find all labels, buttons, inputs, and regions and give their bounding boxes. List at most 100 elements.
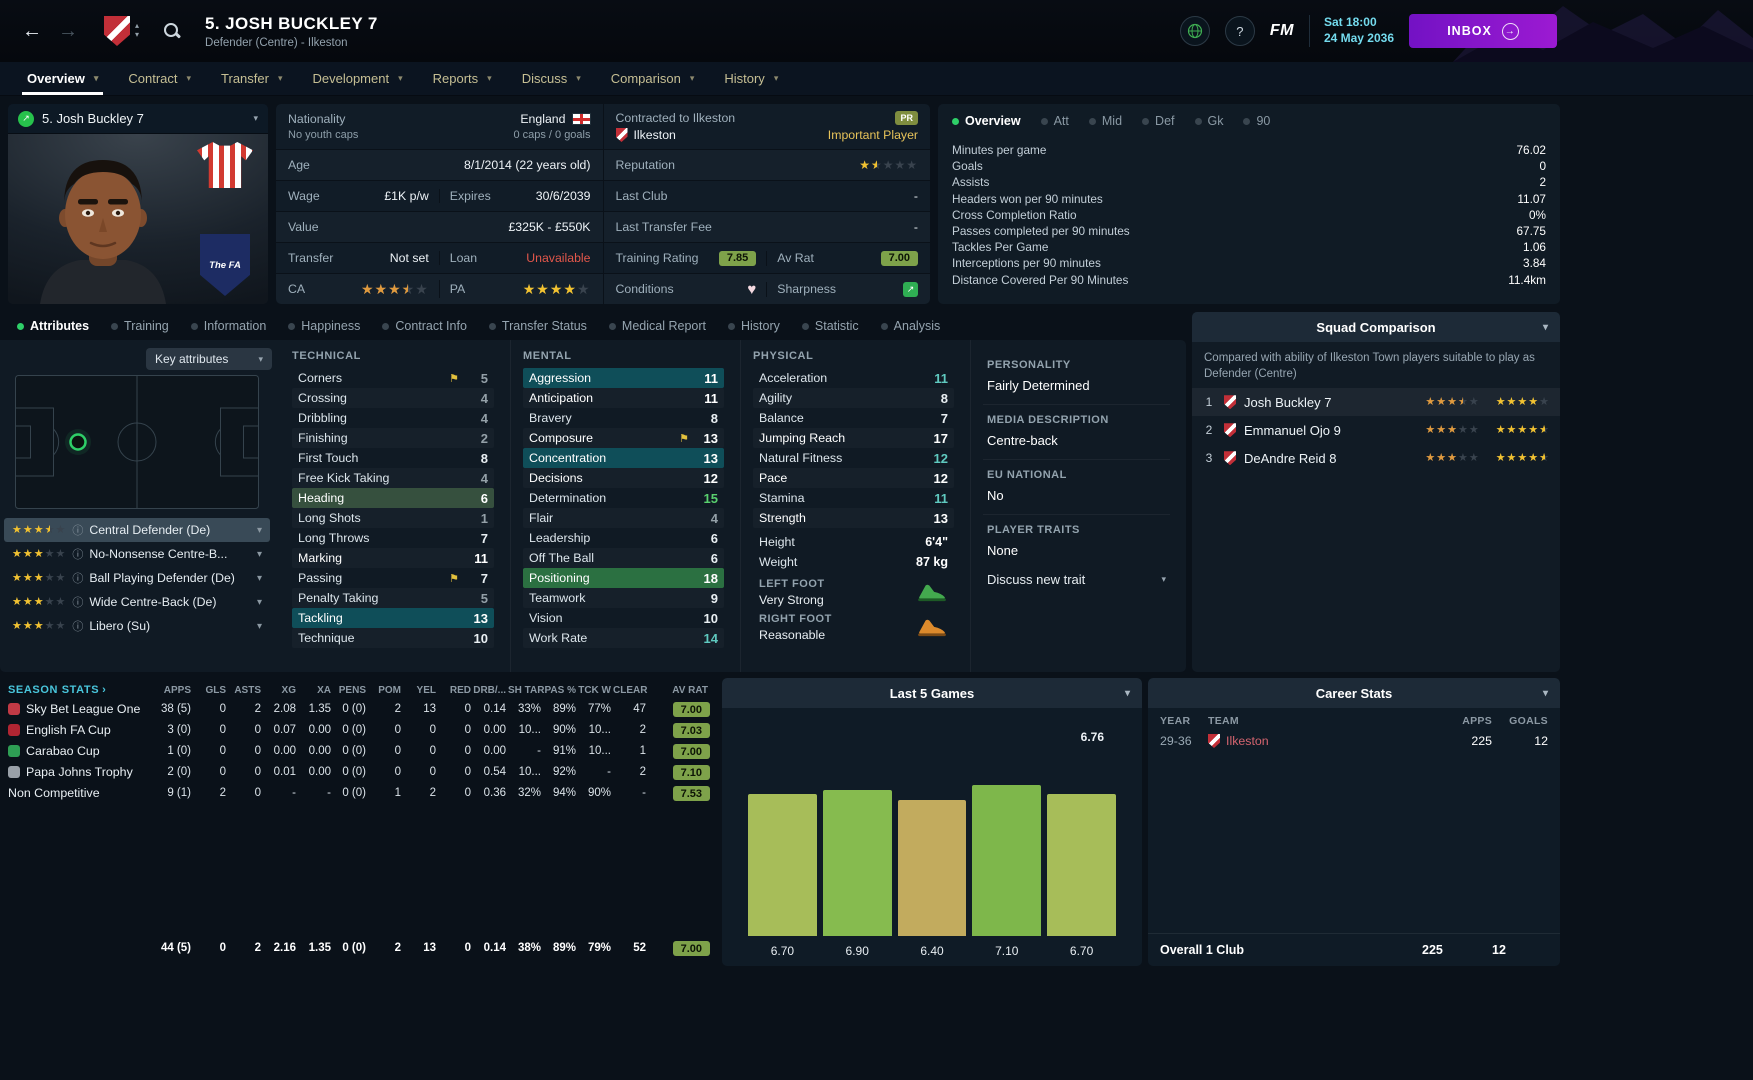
- contracted-club[interactable]: Ilkeston: [615, 128, 736, 142]
- player-header: 5. JOSH BUCKLEY 7 Defender (Centre) - Il…: [205, 14, 378, 49]
- left-foot-block: LEFT FOOT Very Strong: [753, 572, 954, 607]
- help-icon[interactable]: ?: [1224, 16, 1255, 46]
- season-stats-title[interactable]: SEASON STATS ›: [8, 684, 107, 696]
- attribute-row-jumping-reach: Jumping Reach 17: [753, 428, 954, 448]
- club-cycle-arrows[interactable]: ▴ ▾: [135, 21, 140, 39]
- chevron-down-icon[interactable]: ▾: [256, 524, 262, 536]
- season-stats-column-header: DRB/...: [473, 684, 506, 696]
- squad-comparison-row[interactable]: 3 DeAndre Reid 8 ★★★★★★★★★★ ★★★★★★★★★★: [1192, 444, 1560, 472]
- attribute-row-dribbling: Dribbling 4: [298, 410, 488, 426]
- chevron-down-icon[interactable]: ▾: [256, 596, 262, 608]
- section-tab-transfer-status[interactable]: Transfer Status: [478, 312, 598, 340]
- attribute-value: 7: [480, 530, 488, 546]
- rating-bar: [748, 724, 817, 936]
- world-icon[interactable]: [1179, 16, 1210, 46]
- forward-button[interactable]: →: [58, 20, 78, 42]
- nav-tab-development[interactable]: Development ▾: [312, 71, 403, 86]
- player-name-link[interactable]: DeAndre Reid 8: [1244, 450, 1337, 466]
- tab-dot-icon: [801, 322, 809, 330]
- info-icon[interactable]: ⓘ: [72, 573, 84, 585]
- attribute-value: 14: [703, 630, 718, 646]
- season-stats-row[interactable]: Carabao Cup 1 (0) 0 0 0.00 0.00 0 (0) 0 0 0 0.00-9…: [8, 740, 710, 761]
- chevron-down-icon[interactable]: ▾: [256, 620, 262, 632]
- top-bar: ← → ▴ ▾ 5. JOSH BUCKLEY 7 Defender (Centr…: [0, 0, 1753, 62]
- career-stats-header[interactable]: Career Stats ▾: [1148, 678, 1560, 708]
- overview-tab-mid[interactable]: Mid: [1088, 114, 1122, 128]
- tab-dot-icon: [382, 322, 390, 330]
- squad-comparison-row[interactable]: 2 Emmanuel Ojo 9 ★★★★★★★★★★ ★★★★★★★★★★: [1192, 416, 1560, 444]
- position-marker: [69, 433, 87, 451]
- squad-comparison-panel: Squad Comparison ▾ Compared with ability …: [1192, 312, 1560, 672]
- overview-tab-overview[interactable]: Overview: [952, 114, 1021, 128]
- player-name-link[interactable]: Emmanuel Ojo 9: [1244, 422, 1341, 438]
- season-stats-row[interactable]: Sky Bet League One 38 (5) 0 2 2.08 1.35 0 (0) 2…: [8, 698, 710, 719]
- nav-tab-history[interactable]: History ▾: [724, 71, 779, 86]
- season-stats-row[interactable]: Non Competitive 9 (1) 2 0- -0 (0) 1 2 0 0.36 32% 9…: [8, 782, 710, 803]
- section-tab-training[interactable]: Training: [100, 312, 180, 340]
- squad-comparison-header[interactable]: Squad Comparison ▾: [1192, 312, 1560, 342]
- attribute-row-penalty-taking: Penalty Taking 5: [292, 588, 494, 608]
- section-tab-attributes[interactable]: Attributes: [6, 312, 100, 340]
- attribute-row-agility: Agility 8: [753, 388, 954, 408]
- section-tab-statistic[interactable]: Statistic: [791, 312, 870, 340]
- chevron-down-icon[interactable]: ▾: [256, 572, 262, 584]
- back-button[interactable]: ←: [22, 20, 42, 42]
- player-selector-dropdown[interactable]: ↗ 5. Josh Buckley 7 ▾: [8, 104, 268, 134]
- player-name-link[interactable]: Josh Buckley 7: [1244, 394, 1332, 410]
- competition-name[interactable]: English FA Cup: [26, 722, 111, 737]
- nav-tab-comparison[interactable]: Comparison ▾: [610, 71, 695, 86]
- squad-comparison-row[interactable]: 1 Josh Buckley 7 ★★★★★★★★★★ ★★★★★★★★★★: [1192, 388, 1560, 417]
- last-5-games-chart: 6.76 6.70 6.90 6.40 7.10 6.70: [722, 708, 1142, 966]
- squad-status[interactable]: Important Player: [827, 128, 918, 142]
- info-icon[interactable]: ⓘ: [72, 621, 84, 633]
- chevron-down-icon[interactable]: ▾: [256, 548, 262, 560]
- info-icon[interactable]: ⓘ: [72, 549, 84, 561]
- attribute-row-determination: Determination 15: [529, 490, 718, 506]
- career-stats-row[interactable]: 29-36 Ilkeston 225 12: [1160, 734, 1548, 748]
- chevron-down-icon: ▾: [277, 73, 283, 83]
- info-icon[interactable]: ⓘ: [72, 597, 84, 609]
- overview-tab-gk[interactable]: Gk: [1194, 114, 1223, 128]
- attribute-row-marking: Marking 11: [292, 548, 494, 568]
- section-tab-contract-info[interactable]: Contract Info: [371, 312, 478, 340]
- section-tab-happiness[interactable]: Happiness: [277, 312, 371, 340]
- info-icon[interactable]: ⓘ: [72, 525, 84, 537]
- section-tab-history[interactable]: History: [717, 312, 791, 340]
- overview-tab-att[interactable]: Att: [1040, 114, 1069, 128]
- role-rating-row-no-nonsense-centre-b[interactable]: ★★★★★★★★★★ⓘNo-Nonsense Centre-B...▾: [12, 547, 262, 561]
- training-rating-badge: 7.85: [718, 250, 757, 266]
- competition-name[interactable]: Non Competitive: [8, 785, 100, 800]
- competition-icon: [8, 744, 20, 757]
- nav-tab-transfer[interactable]: Transfer ▾: [221, 71, 283, 86]
- section-tab-analysis[interactable]: Analysis: [870, 312, 952, 340]
- last-5-games-header[interactable]: Last 5 Games ▾: [722, 678, 1142, 708]
- attribute-value: 15: [703, 490, 718, 506]
- search-icon[interactable]: [163, 22, 181, 40]
- nav-tab-discuss[interactable]: Discuss ▾: [521, 71, 581, 86]
- player-portrait: [40, 160, 166, 304]
- attribute-row-pace: Pace 12: [753, 468, 954, 488]
- club-switcher[interactable]: ▴ ▾: [104, 16, 139, 46]
- attribute-row-first-touch: First Touch 8: [298, 450, 488, 466]
- competition-name[interactable]: Carabao Cup: [26, 743, 100, 758]
- section-tab-medical-report[interactable]: Medical Report: [598, 312, 717, 340]
- attribute-value: 5: [480, 590, 488, 606]
- discuss-new-trait-dropdown[interactable]: Discuss new trait ▾: [987, 572, 1166, 587]
- team-link[interactable]: Ilkeston: [1208, 734, 1422, 748]
- section-tab-information[interactable]: Information: [180, 312, 278, 340]
- overview-tab-def[interactable]: Def: [1142, 114, 1175, 128]
- season-stats-row[interactable]: English FA Cup 3 (0) 0 0 0.07 0.00 0 (0) 0 0 0 0.0…: [8, 719, 710, 740]
- nav-tab-reports[interactable]: Reports ▾: [432, 71, 492, 86]
- competition-name[interactable]: Papa Johns Trophy: [26, 764, 133, 779]
- season-stats-row[interactable]: Papa Johns Trophy 2 (0) 0 0 0.01 0.00 0 (0) 0 0 0…: [8, 761, 710, 782]
- key-attributes-dropdown[interactable]: Key attributes ▾: [146, 348, 272, 370]
- competition-name[interactable]: Sky Bet League One: [26, 701, 141, 716]
- inbox-button[interactable]: INBOX →: [1409, 14, 1557, 48]
- nav-tab-contract[interactable]: Contract ▾: [128, 71, 192, 86]
- overview-tab-90[interactable]: 90: [1243, 114, 1270, 128]
- nav-tab-overview[interactable]: Overview ▾: [12, 62, 113, 95]
